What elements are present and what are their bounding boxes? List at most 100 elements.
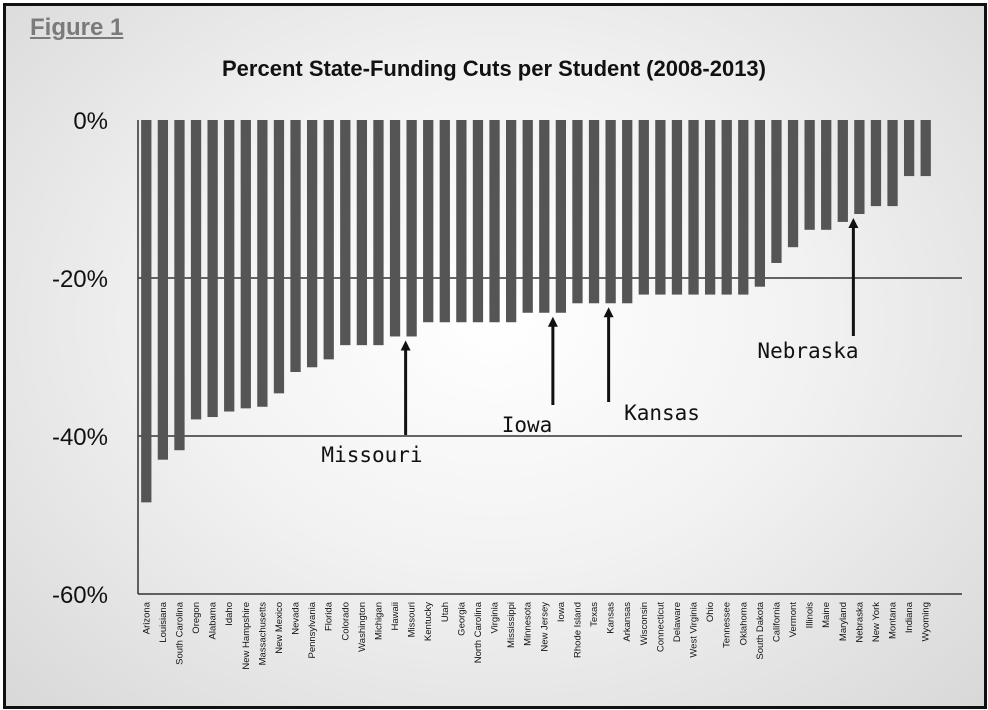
bar (655, 120, 666, 295)
bar (522, 120, 533, 313)
x-tick-label: Oklahoma (738, 601, 749, 645)
bar (472, 120, 484, 323)
bar (887, 120, 898, 207)
bar (224, 120, 235, 412)
annotation-arrow-head (848, 218, 859, 229)
x-tick-label: Georgia (456, 601, 467, 636)
x-tick-label: New Mexico (274, 602, 285, 654)
bar (489, 120, 500, 323)
x-tick-label: Wisconsin (639, 602, 650, 645)
figure-label: Figure 1 (30, 14, 124, 41)
x-tick-label: Ohio (705, 602, 716, 622)
x-tick-label: Washington (357, 602, 368, 652)
x-tick-label: Mississippi (506, 602, 517, 648)
x-tick-label: Tennessee (722, 602, 733, 648)
bar (439, 120, 450, 323)
bar (622, 120, 633, 304)
x-tick-label: Kansas (606, 602, 617, 634)
bar (787, 120, 799, 248)
x-tick-label: New Hampshire (241, 602, 252, 670)
bar (356, 120, 368, 346)
chart-title: Percent State-Funding Cuts per Student (… (222, 56, 766, 81)
bar (257, 120, 268, 407)
bar (340, 120, 351, 346)
bar (688, 120, 699, 295)
bar (754, 120, 766, 287)
annotation-label: Missouri (321, 443, 422, 467)
x-tick-label: Massachusetts (257, 602, 268, 666)
x-tick-label: New Jersey (539, 602, 550, 652)
bar (306, 120, 318, 368)
bar (290, 120, 301, 373)
bar (505, 120, 517, 323)
x-tick-label: Illinois (805, 602, 816, 629)
x-tick-label: Kentucky (423, 602, 434, 641)
x-tick-label: Vermont (788, 602, 799, 638)
bar (373, 120, 384, 346)
bar (555, 120, 567, 313)
x-tick-label: Nebraska (854, 601, 865, 642)
x-tick-label: Florida (324, 601, 335, 631)
bar (190, 120, 202, 420)
x-tick-label: Idaho (224, 602, 235, 626)
x-tick-label: Minnesota (523, 601, 534, 646)
bar (854, 120, 865, 215)
x-tick-label: Pennsylvania (307, 601, 318, 658)
bar (671, 120, 683, 295)
x-tick-label: North Carolina (473, 601, 484, 663)
x-tick-label: Montana (888, 601, 899, 639)
x-tick-label: Arizona (141, 601, 152, 634)
bar (837, 120, 848, 222)
bar (456, 120, 467, 323)
annotation-arrow-head (400, 340, 411, 351)
bar (323, 120, 334, 360)
y-tick-label: 0% (73, 108, 108, 135)
bar (903, 120, 915, 177)
x-tick-label: Maryland (838, 602, 849, 641)
x-tick-label: Rhode Island (572, 602, 583, 658)
x-tick-label: Louisiana (158, 601, 169, 642)
x-tick-label: Alabama (208, 601, 219, 639)
bar (174, 120, 185, 451)
x-tick-label: Maine (821, 602, 832, 628)
bar (207, 120, 218, 418)
x-tick-label: Nevada (291, 601, 302, 634)
x-tick-label: Iowa (556, 601, 567, 622)
bar (423, 120, 434, 323)
x-tick-label: Delaware (672, 602, 683, 642)
x-tick-label: New York (871, 602, 882, 642)
bar (704, 120, 716, 295)
bar (771, 120, 782, 263)
bar (605, 120, 616, 304)
bar (821, 120, 832, 230)
x-tick-label: Texas (589, 602, 600, 627)
x-tick-label: Hawaii (390, 602, 401, 631)
y-tick-label: -40% (52, 424, 108, 451)
x-tick-label: West Virginia (689, 601, 700, 657)
x-tick-label: Colorado (340, 602, 351, 641)
bar (539, 120, 550, 313)
x-tick-label: Missouri (407, 602, 418, 637)
annotation-label: Nebraska (757, 339, 858, 363)
bar (406, 120, 417, 337)
bar (588, 120, 600, 304)
bar (638, 120, 649, 295)
bar (141, 120, 152, 503)
x-tick-label: Utah (440, 602, 451, 622)
x-tick-label: Indiana (904, 601, 915, 633)
annotation-arrow-head (603, 307, 614, 318)
x-tick-label: Michigan (373, 602, 384, 640)
bar (721, 120, 732, 295)
bar (389, 120, 401, 337)
bar (738, 120, 749, 295)
bar (572, 120, 583, 304)
annotation-label: Kansas (624, 401, 700, 425)
bar (240, 120, 251, 409)
bar (273, 120, 285, 394)
y-tick-label: -20% (52, 266, 108, 293)
x-tick-label: California (771, 601, 782, 642)
y-tick-label: -60% (52, 582, 108, 609)
annotation-label: Iowa (502, 413, 553, 437)
x-tick-label: South Carolina (174, 601, 185, 665)
